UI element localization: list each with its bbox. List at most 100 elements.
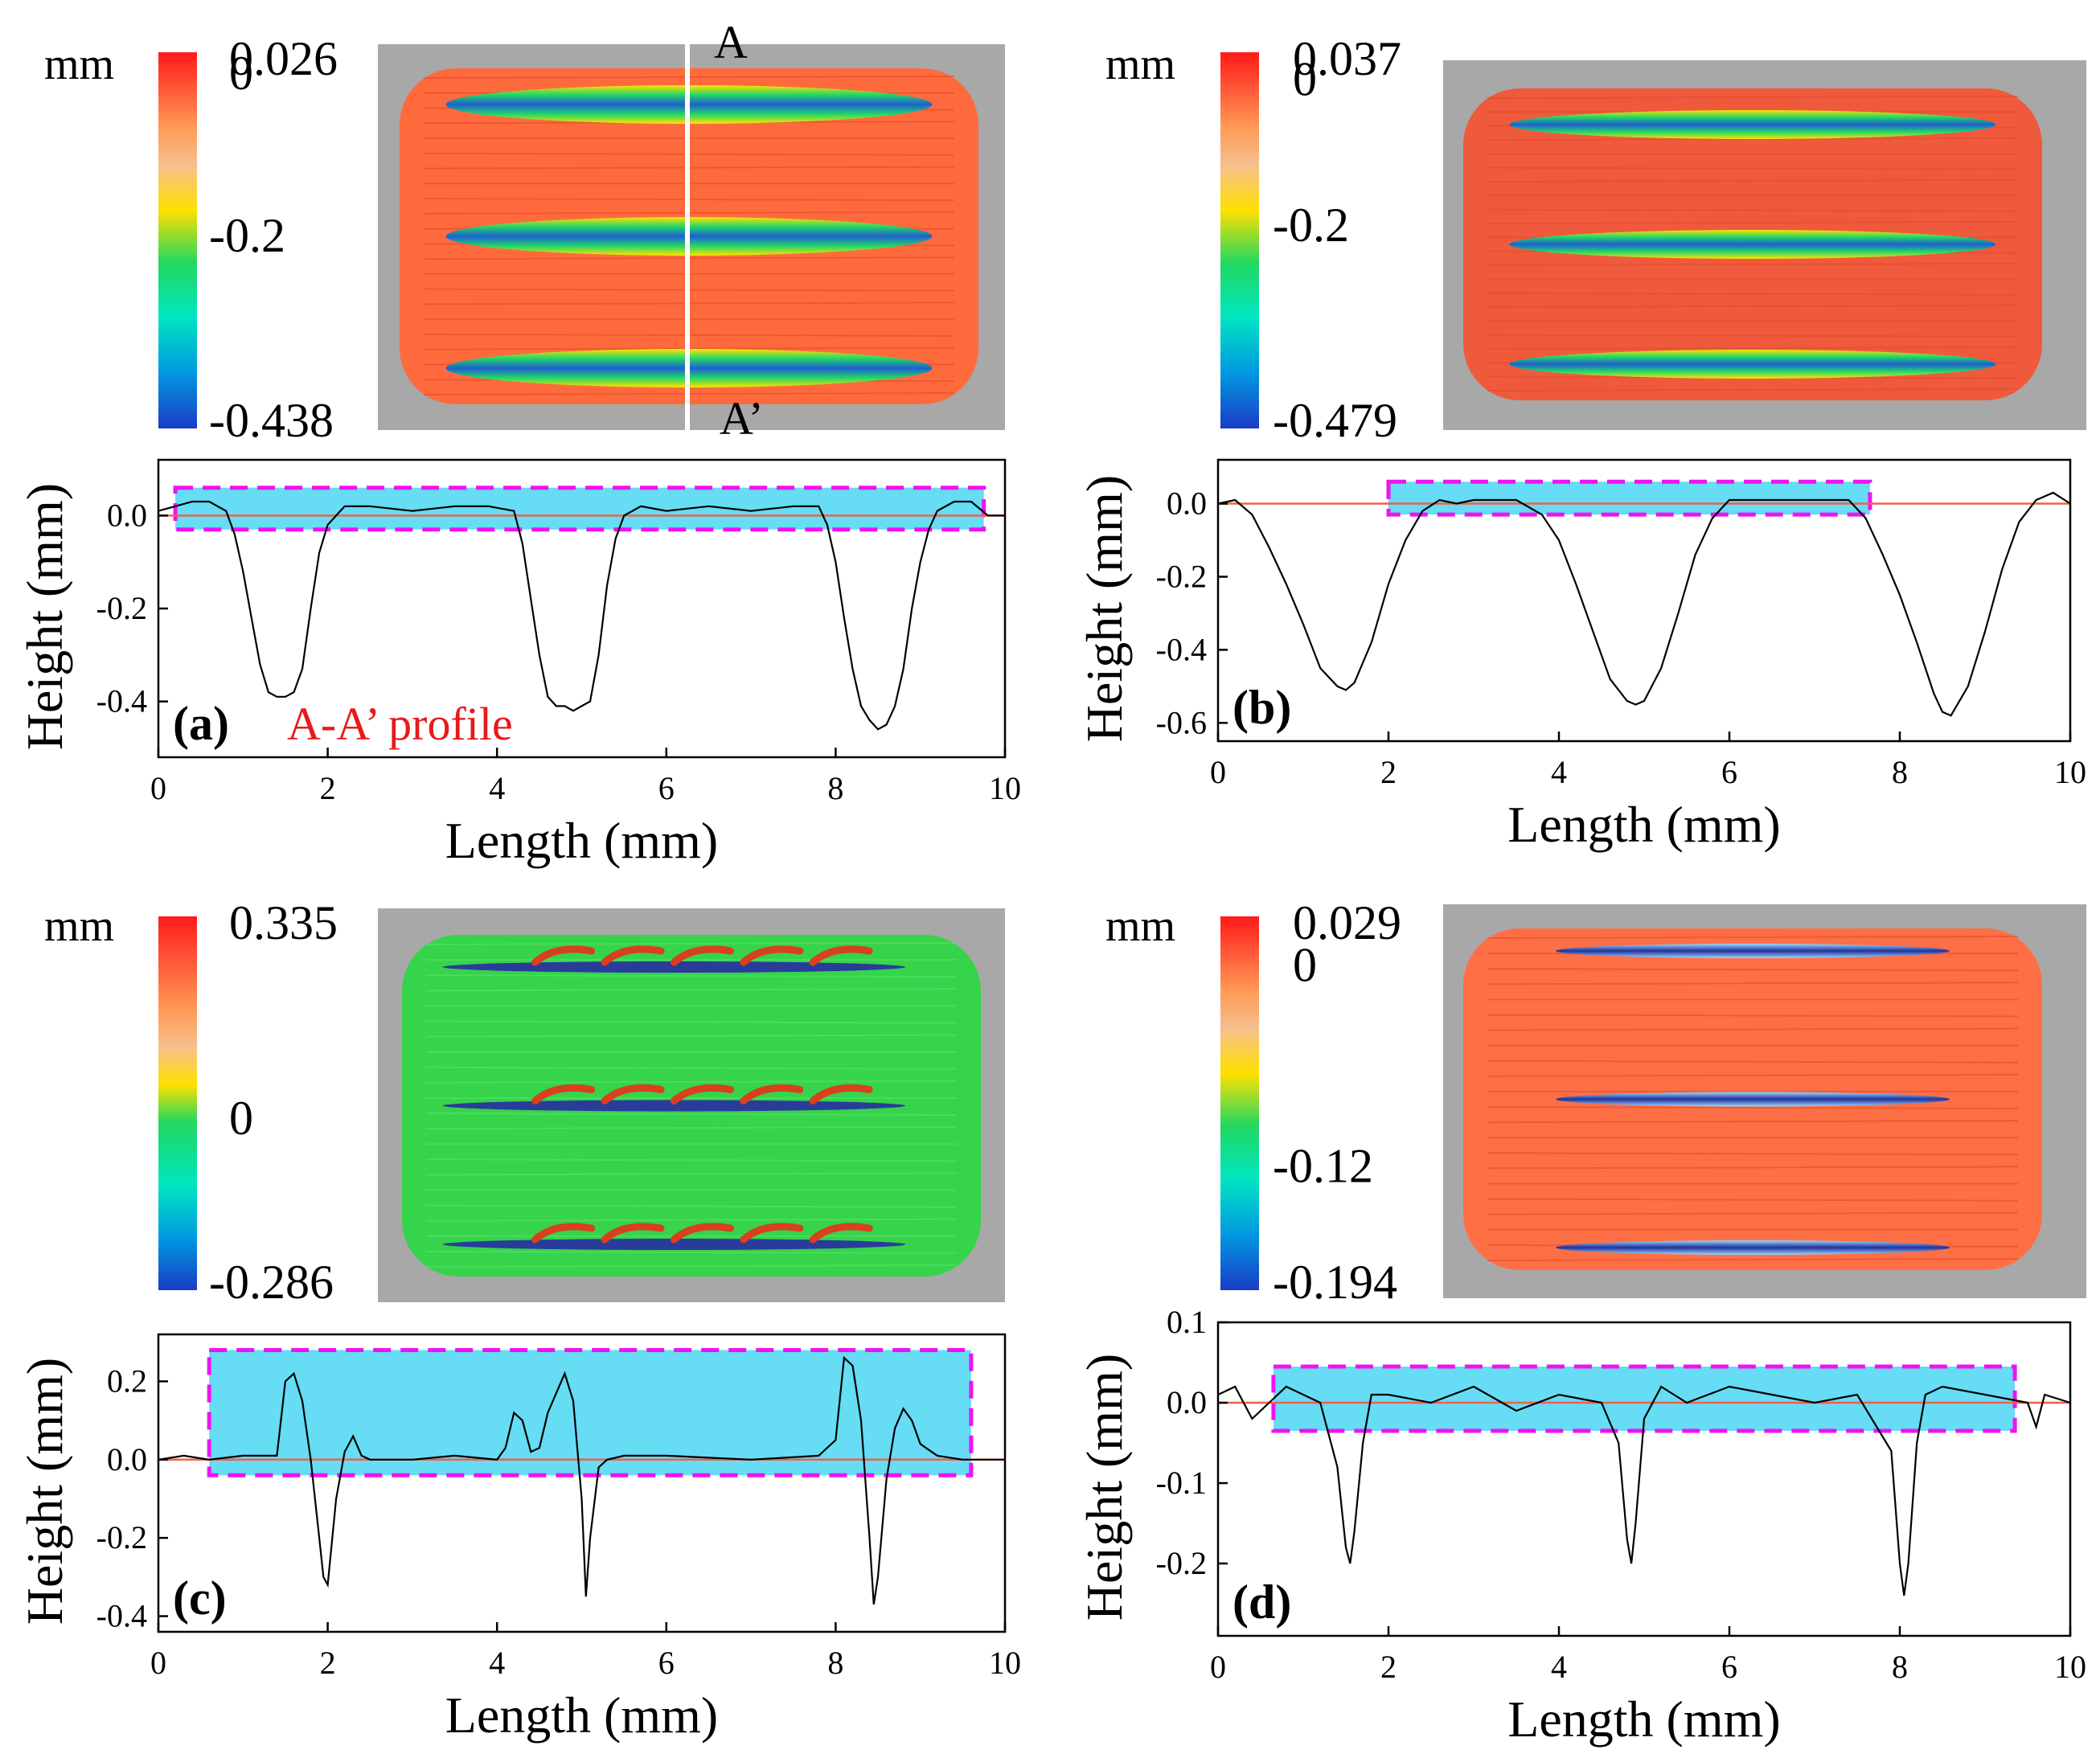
highlight-box-b <box>1386 479 1872 517</box>
y-tick-label-d: -0.2 <box>1156 1545 1207 1581</box>
panel-label-b: (b) <box>1233 681 1291 734</box>
surface-texture-line <box>1487 1211 2019 1215</box>
wear-groove-d <box>1556 1240 1950 1255</box>
surface-texture-line <box>425 1080 958 1084</box>
surface-texture-line <box>1487 1258 2019 1261</box>
colorbar-unit-a: mm <box>44 39 114 89</box>
surface-texture-line <box>1487 263 2019 266</box>
y-tick-label-c: 0.2 <box>107 1363 147 1399</box>
wear-debris-c <box>531 945 596 966</box>
wear-groove-c <box>442 1100 906 1112</box>
plot-frame-b <box>1216 458 2072 743</box>
surface-texture-line <box>1487 1120 2019 1124</box>
x-axis-label-a: Length (mm) <box>445 812 718 869</box>
y-tick-label-a: -0.4 <box>96 683 147 719</box>
surface-texture-line <box>1487 1106 2019 1110</box>
wear-groove-b <box>1509 110 1996 139</box>
x-tick-label-c: 10 <box>989 1645 1021 1681</box>
x-tick-label-b: 6 <box>1721 754 1737 790</box>
highlight-box-a <box>173 486 986 532</box>
plot-frame-c <box>157 1333 1007 1633</box>
colorbar-tick-label-a: -0.2 <box>209 209 285 262</box>
colorbar-unit-c: mm <box>44 901 114 951</box>
surface-texture-line <box>1487 346 2019 350</box>
wear-groove-b <box>1509 230 1996 259</box>
x-axis-label-c: Length (mm) <box>445 1686 718 1744</box>
surface-texture-line <box>425 1034 958 1038</box>
x-tick-label-b: 10 <box>2054 754 2086 790</box>
profile-caption-a: A-A’ profile <box>287 698 513 750</box>
panel-label-c: (c) <box>173 1572 227 1625</box>
panel-b: mm 0.037 -0.479 0 -0.2 0 2 4 6 8 10 0.0 -0.2 -0.4 -0.6… <box>1076 32 2086 853</box>
section-label-bottom: A’ <box>720 392 764 445</box>
surface-texture-line <box>425 988 958 992</box>
wear-debris-c <box>670 945 734 966</box>
surface-texture-line <box>425 1066 958 1070</box>
y-tick-label-c: 0.0 <box>107 1441 147 1477</box>
wear-groove-c <box>442 1239 906 1250</box>
surface-texture-line <box>1487 166 2019 170</box>
surface-texture-line <box>425 974 958 978</box>
colorbar-tick-label-c: 0 <box>229 1092 253 1145</box>
highlight-box-c <box>207 1347 974 1477</box>
x-tick-label-a: 10 <box>989 770 1021 806</box>
surface-texture-line <box>425 1264 958 1268</box>
colorbar-min-label-c: -0.286 <box>209 1256 334 1309</box>
surface-texture-line <box>425 1204 958 1208</box>
y-tick-label-b: -0.2 <box>1156 558 1207 594</box>
colorbar-unit-b: mm <box>1105 39 1175 89</box>
colorbar-tick-label-a: 0 <box>229 47 253 100</box>
surface-texture-line <box>425 1126 958 1130</box>
x-tick-label-a: 8 <box>827 770 843 806</box>
x-tick-label-d: 10 <box>2054 1649 2086 1685</box>
profile-line-d <box>1217 1385 2071 1596</box>
colorbar-max-label-a: 0.026 <box>229 32 338 85</box>
wear-groove-d <box>1556 944 1950 958</box>
surface-texture-line <box>1487 936 2019 939</box>
colorbar-max-label-c: 0.335 <box>229 896 338 949</box>
y-tick-label-b: -0.4 <box>1156 631 1207 667</box>
wear-groove-b <box>1509 350 1996 379</box>
wear-groove-c <box>442 961 906 973</box>
surface-texture-line <box>425 1250 958 1254</box>
surface-texture-line <box>1487 96 2019 99</box>
panel-a: mm 0.026 -0.438 0 -0.2 A A’ 0 2 4 6 8 10 0.0 -0.2 -0.4 L… <box>16 16 1021 869</box>
surface-texture-line <box>1487 1027 2019 1031</box>
y-tick-label-b: 0.0 <box>1167 486 1207 522</box>
colorbar-max-label-b: 0.037 <box>1293 32 1401 85</box>
y-axis-label-b: Height (mm) <box>1076 475 1133 742</box>
y-tick-label-d: 0.1 <box>1167 1304 1207 1340</box>
y-tick-label-c: -0.2 <box>96 1519 147 1555</box>
y-axis-label-c: Height (mm) <box>16 1358 73 1625</box>
surface-texture-line <box>1487 208 2019 212</box>
surface-texture-line <box>1487 1073 2019 1077</box>
wear-debris-c <box>601 945 665 966</box>
x-tick-label-c: 4 <box>489 1645 505 1681</box>
surface-texture-line <box>1487 305 2019 308</box>
surface-texture-line <box>425 1172 958 1176</box>
surface-texture-line <box>425 1218 958 1222</box>
colorbar-b <box>1220 52 1259 428</box>
x-tick-label-a: 6 <box>658 770 675 806</box>
wear-debris-c <box>601 1084 665 1104</box>
colorbar-unit-d: mm <box>1105 901 1175 951</box>
x-tick-label-c: 2 <box>320 1645 336 1681</box>
surface-texture-line <box>1487 1152 2019 1156</box>
surface-texture-line <box>425 942 958 945</box>
y-axis-label-d: Height (mm) <box>1076 1354 1133 1621</box>
wear-debris-c <box>740 945 804 966</box>
x-tick-label-d: 4 <box>1551 1649 1567 1685</box>
colorbar-tick-label-b: -0.2 <box>1273 199 1349 252</box>
y-tick-label-b: -0.6 <box>1156 704 1207 740</box>
surface-texture-line <box>1487 982 2019 986</box>
profile-line-a <box>158 500 1005 731</box>
y-tick-label-a: 0.0 <box>107 497 147 533</box>
colorbar-tick-label-d: 0 <box>1293 938 1317 991</box>
colorbar-tick-label-d: -0.12 <box>1273 1140 1373 1193</box>
colorbar-max-label-d: 0.029 <box>1293 896 1401 949</box>
wear-debris-c <box>670 1223 734 1244</box>
wear-debris-c <box>809 1223 873 1244</box>
x-tick-label-a: 4 <box>489 770 505 806</box>
colorbar-min-label-a: -0.438 <box>209 394 334 447</box>
